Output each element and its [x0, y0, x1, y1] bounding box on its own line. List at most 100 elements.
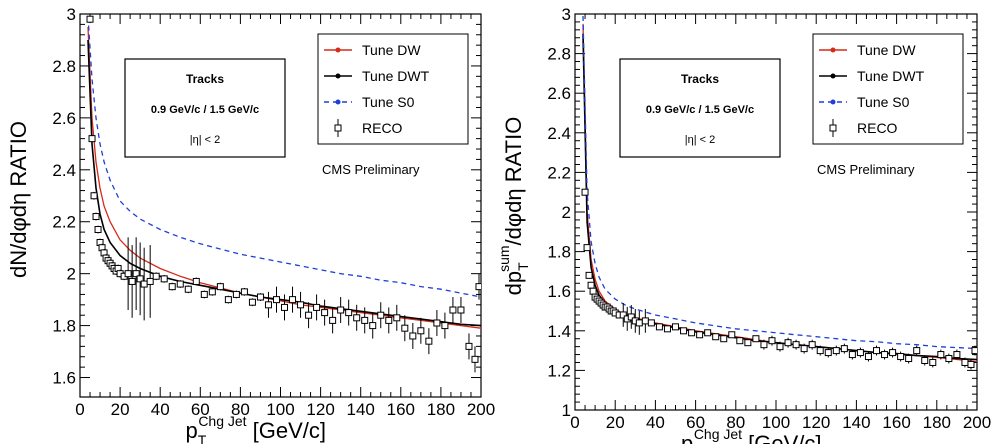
reco-point — [369, 322, 377, 330]
reco-point — [264, 301, 272, 309]
legend-box — [317, 33, 469, 145]
reco-point — [856, 349, 864, 357]
y-axis-title-main: dp — [501, 271, 526, 295]
x-tick-label: 100 — [762, 413, 790, 432]
x-tick-label: 20 — [111, 400, 130, 419]
y-tick-label: 1.6 — [52, 369, 76, 388]
reco-point — [385, 316, 393, 324]
legend-marker — [830, 73, 836, 79]
reco-point — [583, 244, 591, 252]
reco-point — [88, 135, 96, 143]
legend-item: RECO — [829, 119, 898, 137]
plot-area — [581, 15, 977, 370]
legend-marker — [335, 47, 341, 53]
reco-point — [897, 353, 905, 361]
reco-point — [401, 324, 409, 332]
reco-point — [953, 351, 961, 359]
reco-point — [881, 351, 889, 359]
info-box-title: Tracks — [681, 72, 719, 86]
y-axis-title: dN/dφdη RATIO — [6, 121, 31, 278]
y-tick-label: 1.8 — [52, 317, 76, 336]
reco-point — [848, 351, 856, 359]
reco-point — [297, 301, 305, 309]
reco-point — [208, 288, 216, 296]
reco-point — [696, 331, 704, 339]
reco-point — [971, 347, 977, 355]
chart-panel-2: 0 20 40 60 80 100 120 140 160 180 200 1 1.2 1.4 1.6 1.8… — [496, 5, 991, 444]
y-tick-label: 1 — [562, 401, 571, 420]
x-tick-label: 120 — [802, 413, 830, 432]
cms-preliminary-label: CMS Preliminary — [817, 162, 915, 177]
reco-point — [768, 337, 776, 345]
legend-item: Tune DWT — [819, 68, 925, 84]
info-box-pt-cuts: 0.9 GeV/c / 1.5 GeV/c — [151, 104, 259, 116]
legend-marker — [335, 73, 341, 79]
reco-point — [672, 323, 679, 331]
reco-point — [792, 341, 800, 349]
reco-point — [345, 309, 353, 317]
reco-point — [641, 317, 649, 325]
legend-label: RECO — [362, 120, 403, 136]
x-tick-label: 120 — [306, 400, 334, 419]
x-tick-label: 160 — [387, 400, 415, 419]
reco-point — [587, 281, 595, 289]
reco-point — [128, 277, 136, 285]
legend-marker — [335, 99, 341, 105]
reco-point — [184, 285, 192, 293]
reco-point — [281, 303, 289, 311]
reco-point — [921, 357, 929, 364]
reco-point — [377, 311, 385, 319]
reco-point — [961, 358, 969, 366]
y-axis-title-rest: /dφdη RATIO — [501, 117, 526, 246]
reco-point — [808, 341, 816, 349]
legend-item: RECO — [334, 119, 403, 137]
y-axis-title: dpTsum/dφdη RATIO — [496, 117, 531, 296]
y-tick-label: 2.4 — [547, 124, 571, 143]
reco-point — [152, 272, 160, 280]
y-tick-label: 1.4 — [547, 322, 571, 341]
x-axis-title-main: p — [681, 431, 693, 444]
reco-point — [937, 351, 945, 359]
reco-point — [816, 347, 824, 355]
legend-item: Tune DW — [324, 42, 421, 58]
reco-point — [289, 296, 297, 304]
legend-item: Tune S0 — [324, 94, 415, 110]
reco-point — [168, 283, 176, 291]
y-tick-label: 3 — [67, 5, 76, 24]
reco-point — [581, 188, 589, 196]
reco-point — [160, 275, 168, 283]
reco-point — [929, 358, 937, 366]
reco-point — [784, 339, 792, 347]
x-axis-title-sup: Chg Jet — [198, 413, 246, 429]
reco-point — [132, 270, 140, 278]
reco-point — [712, 333, 720, 341]
reco-point — [760, 341, 768, 349]
legend-marker — [830, 99, 836, 105]
reco-point — [272, 296, 280, 304]
x-tick-label: 200 — [467, 400, 495, 419]
reco-point — [353, 314, 361, 322]
y-axis-title-sub: T — [515, 262, 531, 271]
reco-point — [94, 226, 102, 234]
info-box — [619, 58, 781, 158]
x-tick-label: 180 — [923, 413, 951, 432]
reco-point — [146, 277, 154, 285]
reco-point — [967, 360, 975, 368]
x-tick-label: 140 — [842, 413, 870, 432]
legend-item: Tune DWT — [324, 68, 430, 84]
x-tick-label: 40 — [646, 413, 665, 432]
reco-point — [256, 293, 264, 301]
reco-point — [240, 288, 248, 296]
legend-label: RECO — [857, 120, 898, 136]
reco-point — [232, 290, 240, 298]
y-tick-label: 2.6 — [547, 84, 571, 103]
reco-point — [945, 355, 953, 363]
reco-point — [409, 332, 417, 340]
x-tick-label: 180 — [427, 400, 455, 419]
reco-point — [720, 335, 728, 343]
reco-point — [176, 280, 184, 288]
reco-point — [321, 309, 329, 317]
y-tick-label: 2.2 — [547, 163, 571, 182]
x-tick-label: 80 — [726, 413, 745, 432]
